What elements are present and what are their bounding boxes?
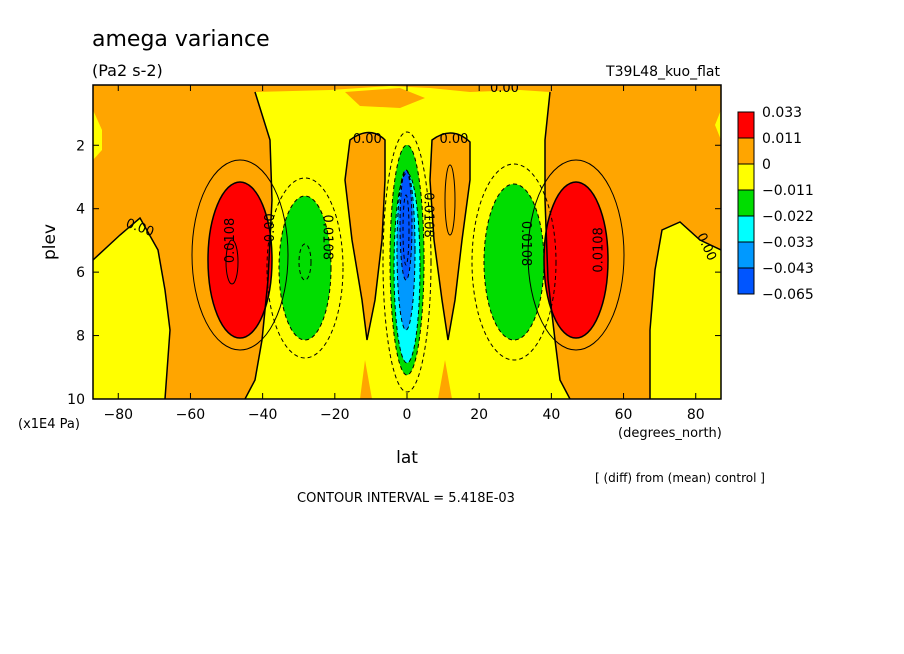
colorbar-swatch <box>737 215 755 243</box>
contour-label: 0.00 <box>490 81 519 96</box>
contour-line <box>483 183 545 341</box>
colorbar-label: 0.011 <box>762 131 802 147</box>
x-tick-label: −20 <box>320 407 350 423</box>
contour-line <box>298 243 312 281</box>
y-tick-label: 4 <box>76 202 85 218</box>
x-tick-label: −60 <box>176 407 206 423</box>
colorbar-label: −0.033 <box>762 235 814 251</box>
contour-label: 0.0108 <box>320 214 335 260</box>
dashed-contours <box>266 131 557 393</box>
contour-line <box>225 239 239 285</box>
red-max-south <box>208 182 272 338</box>
x-tick-label: −80 <box>103 407 133 423</box>
x-tick-label: 40 <box>542 407 560 423</box>
contour-line <box>207 181 273 339</box>
contour-line <box>471 163 557 361</box>
yellow-region-south-edge <box>93 218 170 399</box>
contour-line <box>278 195 332 341</box>
colorbar-swatch <box>737 137 755 165</box>
contour-interval: CONTOUR INTERVAL = 5.418E-03 <box>297 491 515 506</box>
colorbar-swatch <box>737 111 755 139</box>
x-tick-label: 20 <box>470 407 488 423</box>
contour-label: 0.0108 <box>223 218 238 263</box>
x-tick-label: 80 <box>687 407 705 423</box>
y-tick-label: 6 <box>76 265 85 281</box>
contour-label: 0.0108 <box>591 227 606 273</box>
orange-patch-south-tropics <box>345 132 385 340</box>
contour-line-zero <box>93 216 171 399</box>
contour-line <box>393 172 421 364</box>
contour-label: 0.00 <box>263 213 278 242</box>
y-tick-label: 8 <box>76 329 85 345</box>
contour-line <box>444 164 456 236</box>
x-tick-label: −40 <box>248 407 278 423</box>
contour-label: 0.00 <box>353 132 382 147</box>
colorbar-swatch <box>737 241 755 269</box>
contour-lines <box>93 91 721 399</box>
contour-line <box>382 131 432 393</box>
colorbar-swatch <box>737 189 755 217</box>
contour-line-zero <box>649 221 721 399</box>
contour-line <box>266 177 344 359</box>
run-label: T39L48_kuo_flat <box>605 64 720 80</box>
chart-units: (Pa2 s-2) <box>92 61 163 80</box>
contour-line <box>191 159 289 351</box>
contour-line <box>402 194 410 266</box>
contour-line-zero <box>429 132 471 341</box>
orange-patch-bottom <box>360 360 452 399</box>
green-min-south <box>279 196 331 340</box>
footer-note: [ (diff) from (mean) control ] <box>595 471 765 485</box>
contour-line <box>399 169 413 281</box>
colorbar-label: −0.011 <box>762 183 814 199</box>
colorbar-swatch <box>737 267 755 295</box>
yellow-sliver-southwest <box>93 110 102 160</box>
colorbar-label: 0.033 <box>762 105 802 121</box>
green-min-north <box>484 184 544 340</box>
y-axis: 2 4 6 8 10 <box>67 138 721 408</box>
contour-label: 0.00 <box>439 132 468 147</box>
contour-field: 0.00 0.0108 0.00 0.01080.000.01080.000.000.… <box>93 81 721 399</box>
chart-title: amega variance <box>92 27 270 52</box>
contour-line-zero <box>244 91 273 399</box>
colorbar-label: −0.065 <box>762 287 814 303</box>
contour-line-zero <box>344 131 386 341</box>
y-axis-label: plev <box>40 224 60 260</box>
yellow-region-north-edge <box>650 222 721 399</box>
contour-labels: 0.00 0.0108 0.00 0.01080.000.01080.000.000.… <box>124 81 719 273</box>
x-axis-label: lat <box>396 448 418 468</box>
contour-line-zero <box>544 91 571 399</box>
x-tick-label: 0 <box>403 407 412 423</box>
x-axis: −80 −60 −40 −20 0 20 40 60 80 <box>103 85 705 423</box>
x-tick-label: 60 <box>615 407 633 423</box>
contour-label: 0.0108 <box>518 221 533 267</box>
contour-line <box>389 144 425 376</box>
red-max-north <box>544 182 608 338</box>
contour-line <box>527 159 625 351</box>
y-axis-units: (x1E4 Pa) <box>18 417 80 432</box>
y-tick-label: 2 <box>76 138 85 154</box>
orange-patch-north-tropics <box>430 132 470 340</box>
darkblue-min-equator <box>400 170 412 280</box>
y-tick-label: 10 <box>67 392 85 408</box>
yellow-sliver-northeast <box>715 110 721 140</box>
contour-line <box>396 169 416 331</box>
colorbar-label: −0.022 <box>762 209 814 225</box>
colorbar: 0.033 0.011 0 −0.011 −0.022 −0.033 −0.043 −0.06… <box>737 105 814 303</box>
x-axis-units: (degrees_north) <box>618 426 722 441</box>
colorbar-label: −0.043 <box>762 261 814 277</box>
contour-label: 0.0108 <box>421 192 436 238</box>
orange-patch-top <box>345 88 425 108</box>
colorbar-label: 0 <box>762 157 771 173</box>
colorbar-swatch <box>737 163 755 191</box>
